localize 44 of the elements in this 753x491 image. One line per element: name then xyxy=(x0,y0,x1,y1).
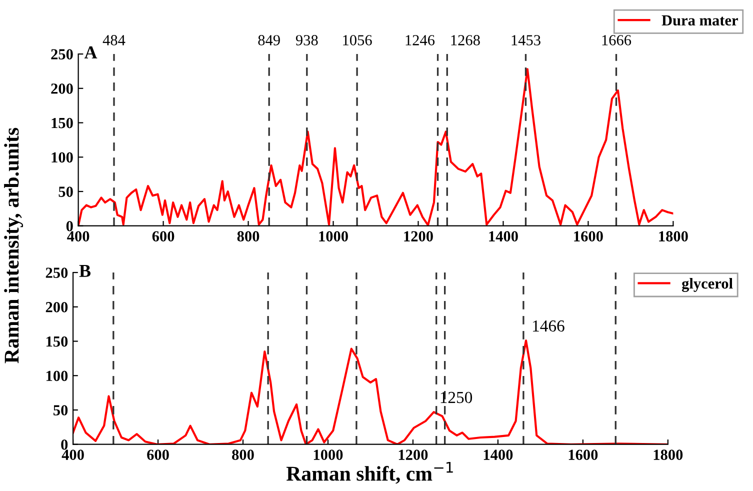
y-tick-label: 200 xyxy=(46,302,68,312)
ref-line-label: 938 xyxy=(296,35,318,46)
ref-line-label: 484 xyxy=(102,35,126,46)
ref-line-label: 1453 xyxy=(512,35,540,46)
x-tick-label: 1200 xyxy=(404,231,433,242)
x-tick-label: 1800 xyxy=(659,231,688,242)
ref-line-label: 1246 xyxy=(406,35,435,46)
chart-title: A xyxy=(84,46,98,58)
x-tick-label: 1400 xyxy=(489,231,518,242)
ref-line-label: 1268 xyxy=(451,35,480,46)
y-tick-label: 100 xyxy=(52,152,73,163)
y-tick-label: 150 xyxy=(52,118,73,128)
y-tick-label: 250 xyxy=(51,49,73,60)
x-tick-label: 1400 xyxy=(484,450,513,460)
y-tick-label: 200 xyxy=(51,84,73,94)
x-tick-label: 600 xyxy=(152,231,174,242)
x-tick-label: 800 xyxy=(237,231,260,242)
x-tick-label: 400 xyxy=(62,450,84,460)
y-tick-label: 150 xyxy=(46,336,68,347)
legend-label: Dura mater xyxy=(662,15,738,26)
x-tick-label: 1000 xyxy=(319,231,348,242)
x-axis-title: Raman shift, cm$^{−1}$ xyxy=(286,462,453,484)
ref-line-label: 1056 xyxy=(343,35,372,46)
legend-label: glycerol xyxy=(682,278,733,292)
x-tick-label: 800 xyxy=(232,450,254,460)
x-tick-label: 1600 xyxy=(568,450,598,460)
annotation: 1250 xyxy=(440,392,472,404)
ref-line-label: 849 xyxy=(258,35,280,46)
chart-title: B xyxy=(79,265,91,277)
y-tick-label: 100 xyxy=(46,370,68,382)
y-tick-label: 0 xyxy=(61,439,68,450)
x-tick-label: 1600 xyxy=(574,231,603,242)
y-tick-label: 0 xyxy=(66,221,73,232)
x-tick-label: 600 xyxy=(147,450,169,460)
x-tick-label: 400 xyxy=(67,231,90,242)
x-tick-label: 1800 xyxy=(654,450,683,460)
ref-line-label: 1666 xyxy=(602,35,632,46)
annotation: 1466 xyxy=(533,320,564,332)
y-axis-title: Raman intensity, arb.units xyxy=(4,128,24,364)
y-tick-label: 50 xyxy=(58,186,73,197)
y-tick-label: 250 xyxy=(46,268,68,278)
y-tick-label: 50 xyxy=(54,405,68,416)
x-tick-label: 1200 xyxy=(398,450,428,460)
x-tick-label: 1000 xyxy=(314,450,343,460)
